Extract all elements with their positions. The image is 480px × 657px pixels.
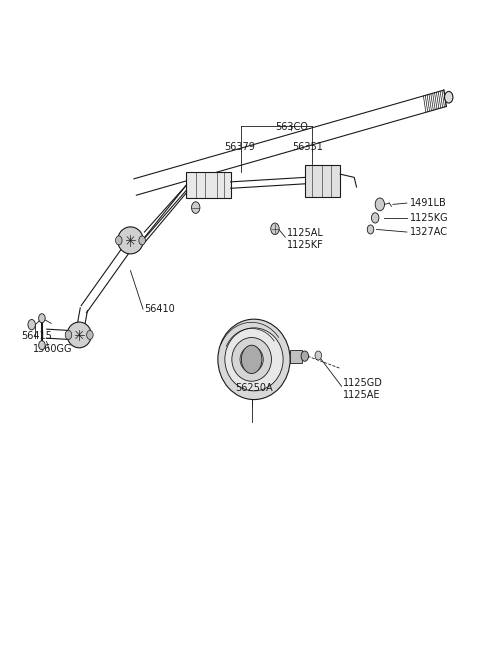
Ellipse shape: [232, 338, 272, 381]
Circle shape: [38, 313, 45, 323]
Text: 56379: 56379: [225, 142, 255, 152]
Text: 56250A: 56250A: [235, 383, 273, 393]
Circle shape: [139, 236, 145, 245]
Text: 563CO: 563CO: [275, 122, 308, 132]
Ellipse shape: [67, 322, 91, 348]
Circle shape: [372, 213, 379, 223]
FancyBboxPatch shape: [290, 350, 302, 363]
FancyBboxPatch shape: [305, 164, 340, 196]
Circle shape: [38, 341, 45, 350]
FancyBboxPatch shape: [186, 172, 231, 198]
Text: 1125GD: 1125GD: [343, 378, 383, 388]
Circle shape: [65, 330, 72, 340]
Circle shape: [301, 351, 309, 361]
Text: 56351: 56351: [292, 142, 323, 152]
Text: 1125AE: 1125AE: [343, 390, 380, 399]
Text: 1125AL: 1125AL: [287, 229, 324, 238]
Ellipse shape: [118, 227, 144, 254]
Circle shape: [87, 330, 93, 340]
Circle shape: [28, 319, 36, 330]
Circle shape: [116, 236, 122, 245]
Text: 1491LB: 1491LB: [410, 198, 447, 208]
Text: 1360GG: 1360GG: [33, 344, 72, 354]
Text: 56410: 56410: [144, 304, 175, 314]
Circle shape: [367, 225, 374, 234]
Text: 1125KG: 1125KG: [410, 213, 449, 223]
Circle shape: [241, 345, 262, 374]
Ellipse shape: [240, 346, 264, 373]
Circle shape: [375, 198, 384, 211]
Ellipse shape: [444, 91, 453, 103]
Circle shape: [315, 351, 322, 360]
Text: 56415: 56415: [21, 331, 52, 341]
Text: 1327AC: 1327AC: [410, 227, 448, 237]
Circle shape: [271, 223, 279, 235]
Circle shape: [192, 202, 200, 214]
Text: 1125KF: 1125KF: [287, 240, 324, 250]
Ellipse shape: [218, 319, 290, 399]
Ellipse shape: [225, 328, 283, 391]
